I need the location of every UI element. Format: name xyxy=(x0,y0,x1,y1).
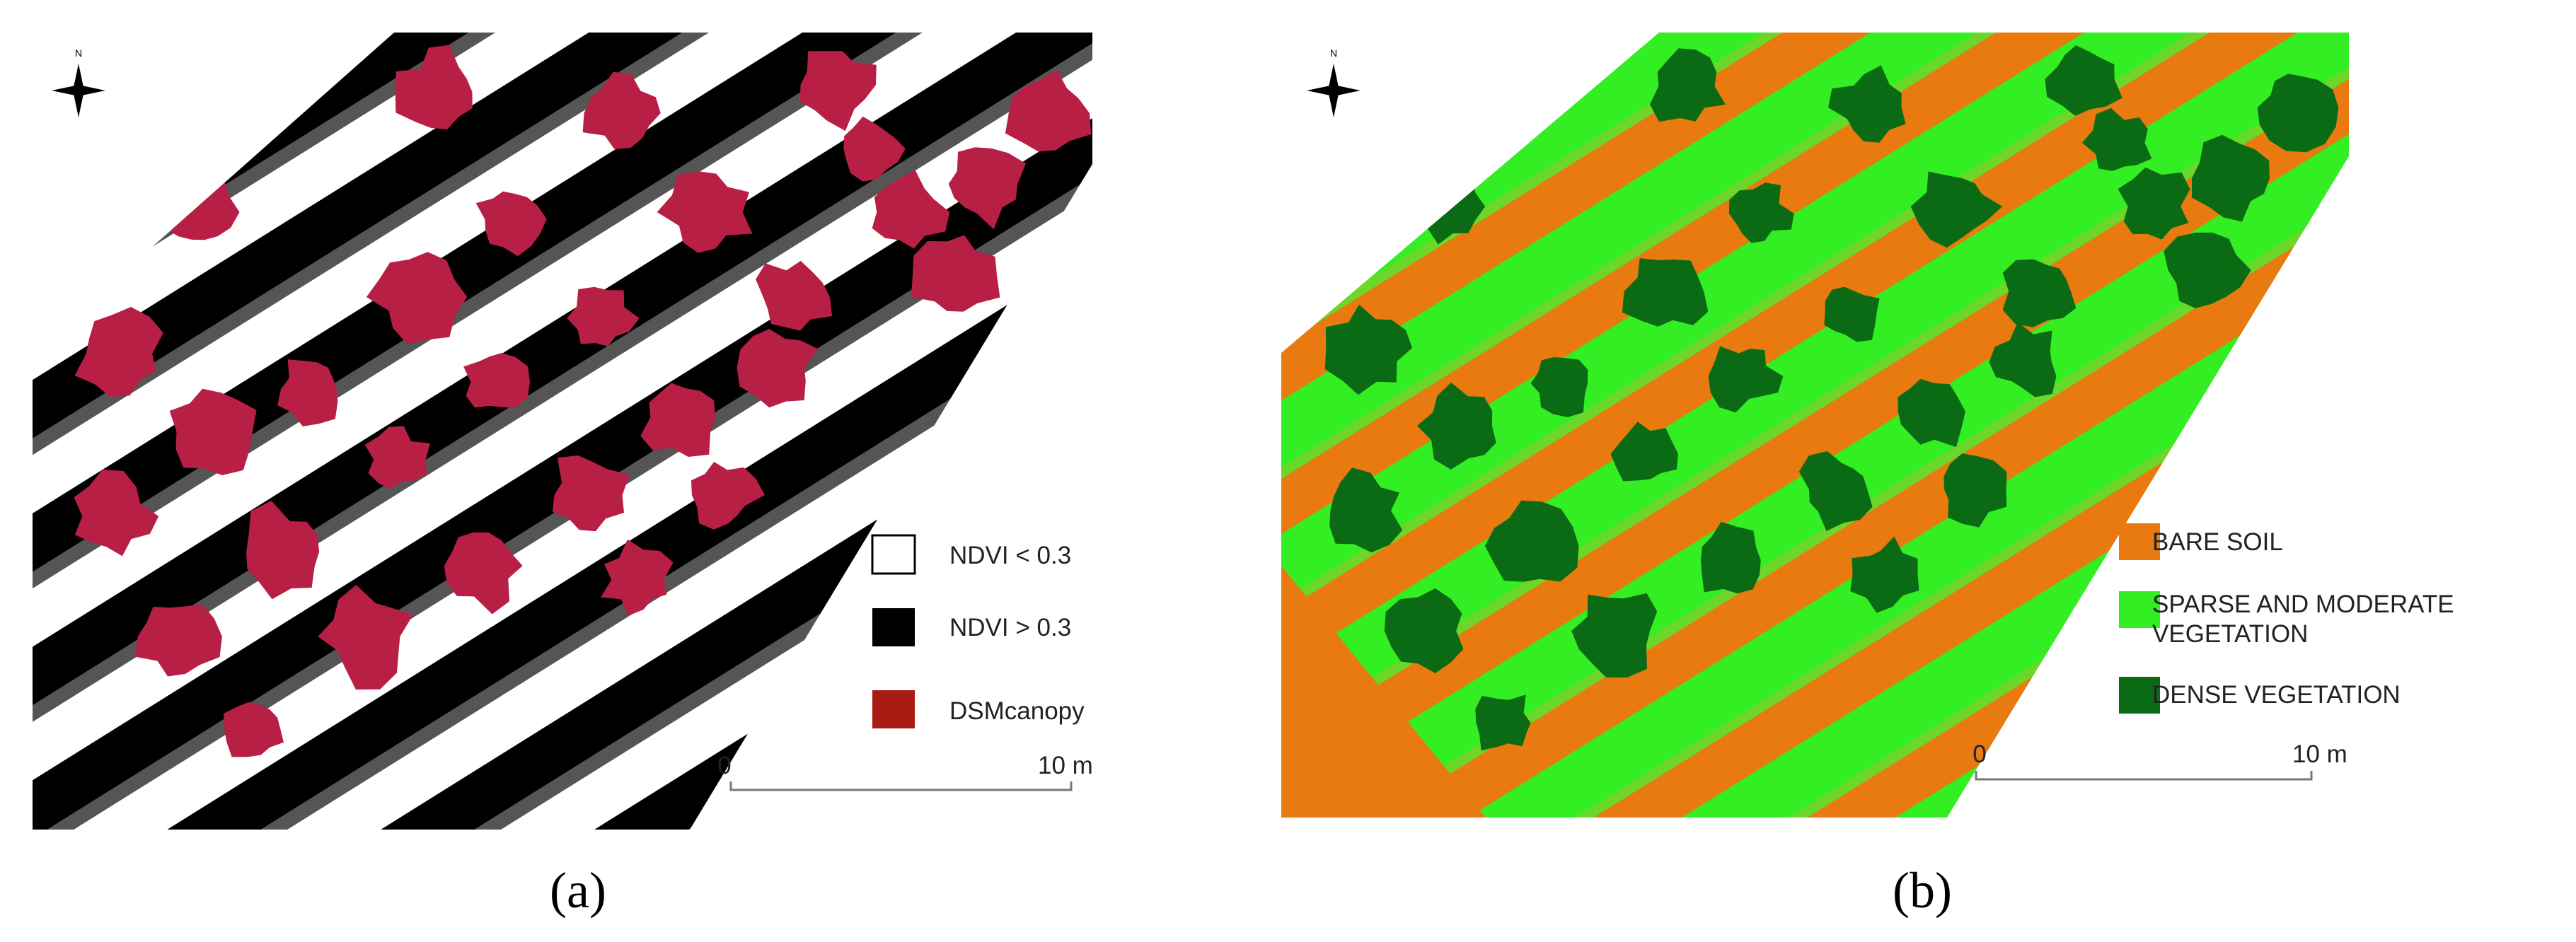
tree-crown xyxy=(1824,286,1880,342)
tree-crown xyxy=(2118,167,2190,240)
tree-crown xyxy=(2002,259,2077,327)
legend-label: DSMcanopy xyxy=(949,697,1085,725)
tree-crown xyxy=(1798,451,1873,531)
tree-crown xyxy=(1610,421,1678,482)
legend-label: DENSE VEGETATION xyxy=(2152,681,2401,709)
tree-crown xyxy=(843,116,906,182)
legend-label: NDVI < 0.3 xyxy=(949,542,1071,569)
tree-crown xyxy=(364,426,430,489)
tree-crown xyxy=(1943,453,2007,528)
scale-label: 10 m xyxy=(2292,740,2347,768)
north-arrow: N xyxy=(1307,47,1361,117)
tree-crown xyxy=(601,539,674,616)
tree-crown xyxy=(224,702,284,757)
tree-crown xyxy=(1384,588,1464,673)
legend-swatch xyxy=(872,608,915,646)
tree-crown xyxy=(2045,45,2122,116)
map-a xyxy=(33,33,1092,830)
tree-crown xyxy=(1475,694,1531,751)
tree-crown xyxy=(475,191,547,257)
tree-crown xyxy=(1989,322,2057,397)
tree-crown xyxy=(737,329,818,408)
tree-crown xyxy=(2257,74,2339,153)
legend-swatch xyxy=(872,690,915,728)
tree-crown xyxy=(277,359,338,426)
tree-crown xyxy=(2192,134,2270,222)
legend-label: SPARSE AND MODERATE VEGETATION xyxy=(2152,591,2454,648)
tree-crown xyxy=(582,71,661,149)
tree-crown xyxy=(567,286,640,347)
tree-crown xyxy=(1708,346,1784,413)
tree-crown xyxy=(657,171,753,253)
tree-crown xyxy=(1910,171,2003,248)
scale-label: 0 xyxy=(1973,740,1986,768)
tree-crown xyxy=(552,455,630,532)
tree-crown xyxy=(799,51,877,132)
tree-crown xyxy=(1622,258,1709,327)
tree-crown xyxy=(246,501,320,600)
tree-crown xyxy=(1530,357,1588,417)
tree-crown xyxy=(2164,232,2251,308)
legend-swatch xyxy=(2119,591,2160,628)
tree-crown xyxy=(444,532,523,615)
scale-label: 10 m xyxy=(1038,752,1093,779)
legend-swatch xyxy=(871,534,916,575)
tree-crown xyxy=(1329,467,1403,553)
tree-crown xyxy=(911,235,1000,312)
scale-bar xyxy=(729,781,1073,791)
tree-crown xyxy=(463,353,530,408)
legend-label: BARE SOIL xyxy=(2152,528,2283,556)
map-b xyxy=(1281,33,2349,818)
tree-crown xyxy=(366,252,468,344)
legend-swatch xyxy=(2119,523,2160,560)
tree-crown xyxy=(1701,521,1761,594)
tree-crown xyxy=(1417,382,1496,470)
tree-crown xyxy=(1898,378,1965,448)
tree-crown xyxy=(395,45,473,129)
tree-crown xyxy=(1571,593,1658,678)
caption: (b) xyxy=(1893,862,1952,919)
tree-crown xyxy=(1650,48,1726,122)
tree-crown xyxy=(2081,107,2152,171)
tree-crown xyxy=(691,462,765,530)
tree-crown xyxy=(1324,304,1413,395)
tree-crown xyxy=(948,147,1026,230)
caption: (a) xyxy=(550,862,606,919)
tree-crown xyxy=(318,585,413,690)
north-arrow: N xyxy=(52,47,105,117)
tree-crown xyxy=(74,469,159,557)
scale-label: 0 xyxy=(717,752,731,779)
tree-crown xyxy=(872,170,950,249)
tree-crown xyxy=(756,260,833,331)
tree-crown xyxy=(1484,500,1579,582)
tree-crown xyxy=(1005,69,1092,152)
north-label: N xyxy=(1330,47,1337,59)
tree-crown xyxy=(1850,536,1919,613)
tree-crown xyxy=(134,604,222,677)
tree-crown xyxy=(1828,65,1906,143)
tree-crown xyxy=(169,388,257,475)
tree-crown xyxy=(74,307,163,397)
legend-label: NDVI > 0.3 xyxy=(949,614,1071,641)
tree-crown xyxy=(1728,182,1794,243)
legend-swatch xyxy=(2119,677,2160,714)
scale-bar xyxy=(1975,771,2313,781)
tree-crown xyxy=(640,383,715,457)
north-label: N xyxy=(75,47,82,59)
